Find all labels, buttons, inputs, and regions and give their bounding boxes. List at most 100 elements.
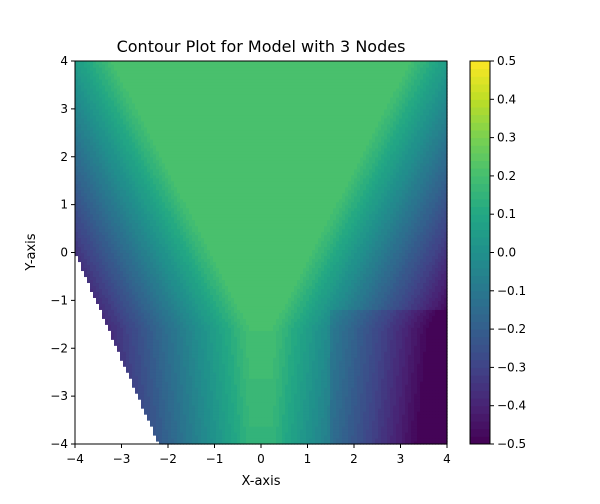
contour-cell (303, 384, 307, 388)
contour-cell (264, 438, 268, 442)
contour-cell (441, 387, 445, 391)
contour-cell (321, 396, 325, 400)
contour-cell (390, 405, 394, 409)
contour-cell (381, 420, 385, 424)
contour-cell (177, 420, 181, 424)
contour-cell (267, 414, 271, 418)
contour-cell (228, 387, 232, 391)
contour-cell (366, 402, 370, 406)
contour-cell (183, 399, 187, 403)
contour-cell (204, 426, 208, 430)
contour-cell (345, 405, 349, 409)
contour-cell (345, 390, 349, 394)
contour-cell (402, 387, 406, 391)
contour-cell (276, 414, 280, 418)
contour-cell (246, 426, 250, 430)
contour-cell (186, 423, 190, 427)
contour-cell (282, 408, 286, 412)
contour-cell (399, 438, 403, 442)
contour-cell (396, 384, 400, 388)
contour-cell (234, 408, 238, 412)
contour-cell (423, 384, 427, 388)
contour-cell (348, 390, 352, 394)
contour-cell (192, 375, 196, 379)
contour-cell (204, 384, 208, 388)
contour-cell (183, 396, 187, 400)
contour-cell (198, 399, 202, 403)
contour-cell (432, 438, 436, 442)
contour-cell (363, 432, 367, 436)
contour-cell (441, 405, 445, 409)
contour-cell (396, 420, 400, 424)
contour-cell (423, 438, 427, 442)
contour-cell (324, 429, 328, 433)
contour-cell (189, 396, 193, 400)
contour-cell (204, 396, 208, 400)
contour-cell (294, 402, 298, 406)
contour-cell (213, 390, 217, 394)
contour-cell (435, 399, 439, 403)
contour-cell (264, 435, 268, 439)
contour-cell (378, 381, 382, 385)
contour-cell (237, 384, 241, 388)
contour-cell (411, 435, 415, 439)
contour-cell (159, 399, 163, 403)
contour-cell (300, 441, 304, 445)
contour-cell (186, 396, 190, 400)
contour-cell (300, 381, 304, 385)
contour-cell (435, 381, 439, 385)
contour-cell (180, 375, 184, 379)
contour-cell (285, 408, 289, 412)
contour-cell (381, 378, 385, 382)
contour-cell (339, 399, 343, 403)
contour-cell (204, 438, 208, 442)
contour-cell (204, 423, 208, 427)
contour-cell (321, 435, 325, 439)
contour-cell (426, 417, 430, 421)
contour-cell (270, 390, 274, 394)
contour-cell (324, 420, 328, 424)
contour-cell (420, 438, 424, 442)
contour-cell (387, 393, 391, 397)
contour-cell (312, 399, 316, 403)
contour-cell (174, 375, 178, 379)
contour-cell (159, 378, 163, 382)
contour-cell (432, 420, 436, 424)
contour-cell (435, 387, 439, 391)
contour-cell (195, 378, 199, 382)
contour-cell (396, 390, 400, 394)
contour-cell (375, 381, 379, 385)
contour-cell (156, 393, 160, 397)
contour-cell (177, 393, 181, 397)
contour-cell (198, 393, 202, 397)
contour-cell (216, 387, 220, 391)
contour-cell (192, 402, 196, 406)
contour-cell (309, 432, 313, 436)
contour-cell (321, 381, 325, 385)
contour-cell (315, 375, 319, 379)
contour-cell (168, 378, 172, 382)
contour-cell (444, 411, 448, 415)
contour-cell (249, 387, 253, 391)
contour-cell (363, 390, 367, 394)
contour-cell (411, 420, 415, 424)
contour-cell (315, 429, 319, 433)
contour-cell (207, 402, 211, 406)
contour-cell (342, 408, 346, 412)
contour-cell (297, 423, 301, 427)
contour-cell (423, 375, 427, 379)
contour-cell (432, 423, 436, 427)
contour-cell (243, 396, 247, 400)
contour-cell (354, 438, 358, 442)
contour-cell (270, 423, 274, 427)
contour-cell (291, 381, 295, 385)
contour-cell (207, 432, 211, 436)
contour-cell (312, 378, 316, 382)
contour-cell (441, 432, 445, 436)
contour-cell (324, 384, 328, 388)
contour-cell (150, 405, 154, 409)
contour-cell (159, 411, 163, 415)
contour-cell (156, 396, 160, 400)
contour-cell (333, 426, 337, 430)
contour-cell (426, 414, 430, 418)
